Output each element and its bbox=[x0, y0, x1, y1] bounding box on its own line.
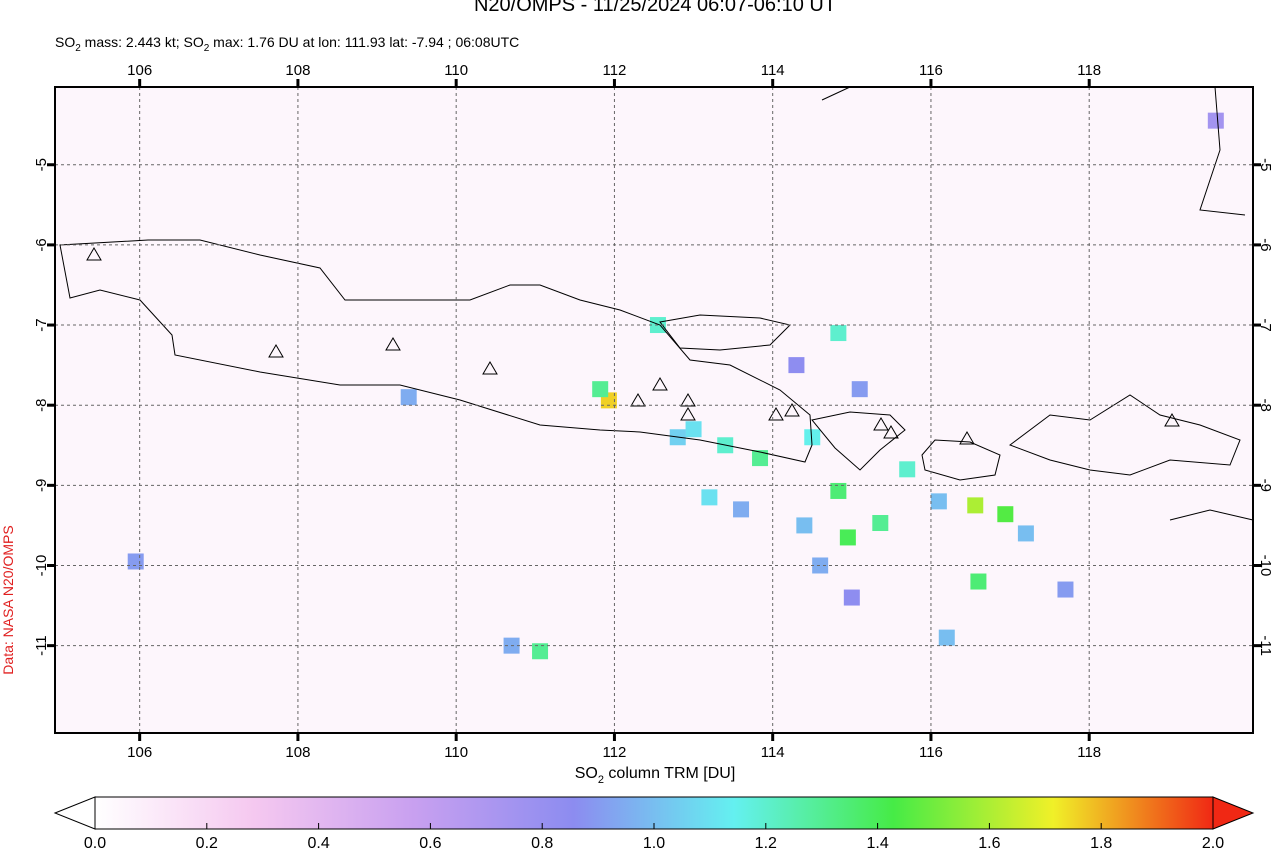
colorbar-tick-label: 0.6 bbox=[419, 835, 441, 852]
colorbar-tick-label: 0.4 bbox=[307, 835, 329, 852]
sumba-coast bbox=[1169, 509, 1254, 521]
colorbar-tick-label: 1.2 bbox=[755, 835, 777, 852]
colorbar-tick-label: 0.8 bbox=[531, 835, 553, 852]
sumbawa-coast bbox=[1008, 394, 1241, 476]
y-tick-label: -6 bbox=[1257, 238, 1272, 251]
axis-ticks: 106 106 108 108 110 110 112 112 114 114 116 116 118 1… bbox=[33, 62, 1272, 761]
so2-pixel bbox=[970, 573, 987, 590]
y-tick-label: -7 bbox=[33, 318, 50, 331]
grid bbox=[55, 87, 1253, 733]
so2-pixel bbox=[592, 381, 609, 398]
subtitle-part: mass: 2.443 kt; SO bbox=[81, 34, 204, 50]
colorbar-label: SO2 column TRM [DU] bbox=[575, 765, 736, 786]
x-tick-label: 110 bbox=[444, 744, 468, 761]
y-tick-label: -11 bbox=[33, 635, 50, 656]
so2-pixel bbox=[851, 381, 868, 398]
y-tick-label: -9 bbox=[1257, 479, 1272, 492]
so2-pixel bbox=[804, 429, 821, 446]
colorbar: 0.0 0.2 0.4 0.6 0.8 1.0 1.2 1.4 1.6 1.8 2.0 bbox=[53, 796, 1255, 852]
colorbar-bar bbox=[94, 796, 1214, 830]
colorbar-tick-label: 1.8 bbox=[1090, 835, 1112, 852]
map-frame bbox=[54, 86, 1254, 734]
x-tick-label: 112 bbox=[602, 744, 626, 761]
so2-pixel bbox=[830, 482, 847, 499]
java-coast bbox=[59, 239, 813, 463]
so2-pixel bbox=[796, 517, 813, 534]
subtitle: SO2 mass: 2.443 kt; SO2 max: 1.76 DU at … bbox=[55, 34, 519, 54]
so2-pixel bbox=[1057, 581, 1074, 598]
so2-pixel bbox=[930, 493, 947, 510]
colorbar-low-arrow bbox=[53, 796, 96, 830]
so2-pixel bbox=[127, 553, 144, 570]
x-tick-label: 118 bbox=[1077, 744, 1101, 761]
y-tick-label: -10 bbox=[1257, 555, 1272, 577]
so2-pixel bbox=[752, 450, 769, 467]
colorbar-tick-label: 0.0 bbox=[84, 835, 106, 852]
so2-pixel bbox=[839, 529, 856, 546]
so2-pixel bbox=[872, 515, 889, 532]
so2-pixel bbox=[830, 325, 847, 342]
map-area bbox=[54, 86, 1254, 734]
y-tick-label: -8 bbox=[1257, 399, 1272, 412]
volcanoes bbox=[86, 247, 1180, 445]
x-tick-label: 106 bbox=[127, 744, 152, 761]
so2-pixel bbox=[997, 506, 1014, 523]
credit: Data: NASA N20/OMPS bbox=[0, 525, 16, 674]
so2-pixel bbox=[788, 357, 805, 374]
so2-pixel bbox=[938, 629, 955, 646]
so2-pixel bbox=[843, 589, 860, 606]
volcano-markers bbox=[86, 247, 1180, 445]
colorbar-tick-label: 1.6 bbox=[978, 835, 1000, 852]
colorbar-tick-label: 1.0 bbox=[643, 835, 665, 852]
y-tick-label: -11 bbox=[1257, 635, 1272, 656]
colorbar-high-arrow bbox=[1212, 796, 1255, 830]
x-tick-label: 106 bbox=[127, 62, 152, 79]
subtitle-part: SO bbox=[55, 34, 75, 50]
x-tick-label: 114 bbox=[761, 744, 785, 761]
so2-pixel bbox=[812, 557, 829, 574]
subtitle-part: 2 bbox=[75, 43, 81, 54]
y-tick-label: -10 bbox=[33, 555, 50, 577]
x-tick-label: 112 bbox=[602, 62, 626, 79]
colorbar-label-part: SO bbox=[575, 765, 598, 782]
so2-pixel bbox=[532, 643, 549, 660]
x-tick-label: 116 bbox=[919, 744, 943, 761]
so2-pixel bbox=[701, 489, 718, 506]
colorbar-label-part: column TRM [DU] bbox=[604, 765, 735, 782]
y-tick-label: -9 bbox=[33, 479, 50, 492]
title: N20/OMPS - 11/25/2024 06:07-06:10 UT bbox=[474, 0, 836, 16]
madura-coast bbox=[659, 314, 791, 351]
x-tick-label: 116 bbox=[919, 62, 943, 79]
map-background bbox=[55, 87, 1253, 733]
x-tick-label: 110 bbox=[444, 62, 468, 79]
pixels bbox=[127, 112, 1224, 660]
subtitle-part: 2 bbox=[204, 43, 210, 54]
colorbar-tick-label: 1.4 bbox=[866, 835, 888, 852]
y-tick-label: -7 bbox=[1257, 318, 1272, 331]
colorbar-label-part: 2 bbox=[598, 774, 604, 786]
x-tick-label: 114 bbox=[761, 62, 785, 79]
colorbar-tick-label: 0.2 bbox=[196, 835, 218, 852]
y-tick-label: -5 bbox=[1257, 158, 1272, 171]
colorbar-tick-label: 2.0 bbox=[1202, 835, 1224, 852]
coastlines bbox=[59, 86, 1254, 521]
kalimantan-coast bbox=[821, 86, 1246, 216]
x-tick-label: 108 bbox=[285, 62, 310, 79]
y-tick-label: -5 bbox=[33, 158, 50, 171]
so2-pixel bbox=[400, 389, 417, 406]
so2-pixel bbox=[733, 501, 750, 518]
so2-pixel bbox=[685, 421, 702, 438]
so2-pixel bbox=[1017, 525, 1034, 542]
x-tick-label: 108 bbox=[285, 744, 310, 761]
y-tick-label: -8 bbox=[33, 399, 50, 412]
so2-pixel bbox=[899, 461, 916, 478]
x-tick-label: 118 bbox=[1077, 62, 1101, 79]
so2-pixel bbox=[967, 497, 984, 514]
so2-pixel bbox=[1207, 112, 1224, 129]
y-tick-label: -6 bbox=[33, 238, 50, 251]
subtitle-part: max: 1.76 DU at lon: 111.93 lat: -7.94 ;… bbox=[209, 34, 519, 50]
bali-coast bbox=[811, 411, 906, 471]
